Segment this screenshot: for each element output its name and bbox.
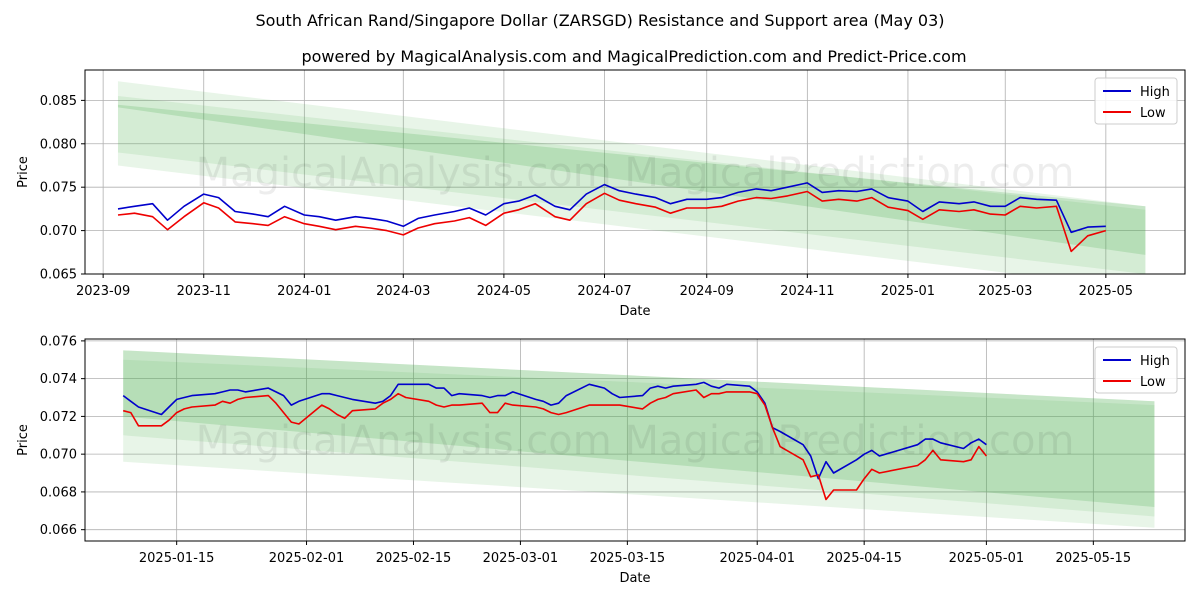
x-tick-label: 2024-09: [680, 284, 734, 299]
x-tick-label: 2025-04-01: [719, 551, 795, 566]
y-tick-label: 0.074: [40, 372, 77, 387]
series-line-low: [123, 389, 988, 501]
x-tick-label: 2025-05-15: [1056, 551, 1132, 566]
x-tick-label: 2024-07: [577, 284, 631, 299]
x-tick-label: 2024-01: [277, 284, 331, 299]
watermark-text: MagicalAnalysis.com MagicalPrediction.co…: [196, 150, 1075, 196]
top-panel: MagicalAnalysis.com MagicalPrediction.co…: [16, 69, 1186, 319]
x-tick-label: 2025-02-01: [269, 551, 345, 566]
x-tick-label: 2025-04-15: [826, 551, 902, 566]
plot-area: [117, 81, 1146, 274]
chart-subtitle: powered by MagicalAnalysis.com and Magic…: [301, 47, 966, 66]
axes-frame: [84, 338, 1186, 542]
support-resistance-band: [123, 350, 1155, 528]
legend-label-low: Low: [1140, 106, 1166, 121]
plot-area: [122, 350, 1155, 528]
x-tick-label: 2025-03-01: [483, 551, 559, 566]
y-tick-label: 0.070: [40, 448, 77, 463]
y-tick-label: 0.066: [40, 523, 77, 538]
legend: High Low: [1094, 77, 1178, 125]
support-resistance-band: [117, 104, 1146, 255]
x-axis-label: Date: [619, 571, 650, 586]
y-tick-label: 0.075: [40, 181, 77, 196]
support-resistance-band: [117, 96, 1146, 274]
x-tick-label: 2025-03: [978, 284, 1032, 299]
x-tick-label: 2025-05: [1079, 284, 1133, 299]
x-tick-label: 2025-01: [881, 284, 935, 299]
x-tick-label: 2025-03-15: [590, 551, 666, 566]
x-tick-label: 2024-05: [477, 284, 531, 299]
y-tick-label: 0.080: [40, 137, 77, 152]
support-resistance-band: [123, 359, 1155, 517]
legend-label-high: High: [1140, 85, 1170, 100]
bottom-panel: MagicalAnalysis.com MagicalPrediction.co…: [16, 334, 1186, 586]
y-tick-label: 0.068: [40, 485, 77, 500]
y-axis-label: Price: [16, 156, 31, 188]
support-resistance-band: [123, 350, 1155, 508]
watermark-text: MagicalAnalysis.com MagicalPrediction.co…: [196, 418, 1075, 464]
legend-label-high: High: [1140, 354, 1170, 369]
legend-label-low: Low: [1140, 375, 1166, 390]
x-tick-label: 2025-05-01: [949, 551, 1025, 566]
support-resistance-band: [117, 81, 1146, 274]
x-axis-label: Date: [619, 304, 650, 319]
x-tick-label: 2024-11: [780, 284, 834, 299]
y-tick-label: 0.085: [40, 94, 77, 109]
x-tick-label: 2023-09: [76, 284, 130, 299]
legend: High Low: [1094, 346, 1178, 394]
y-tick-label: 0.070: [40, 224, 77, 239]
y-tick-label: 0.065: [40, 268, 77, 283]
x-tick-label: 2025-02-15: [376, 551, 452, 566]
y-tick-label: 0.072: [40, 410, 77, 425]
series-line-low: [117, 190, 1107, 253]
x-tick-label: 2024-03: [376, 284, 430, 299]
chart-title: South African Rand/Singapore Dollar (ZAR…: [255, 11, 944, 30]
y-axis-label: Price: [16, 424, 31, 456]
series-line-high: [117, 182, 1106, 234]
x-tick-label: 2025-01-15: [139, 551, 215, 566]
x-tick-label: 2023-11: [177, 284, 231, 299]
axes-frame: [84, 69, 1186, 275]
y-tick-label: 0.076: [40, 334, 77, 349]
series-line-high: [122, 381, 987, 480]
